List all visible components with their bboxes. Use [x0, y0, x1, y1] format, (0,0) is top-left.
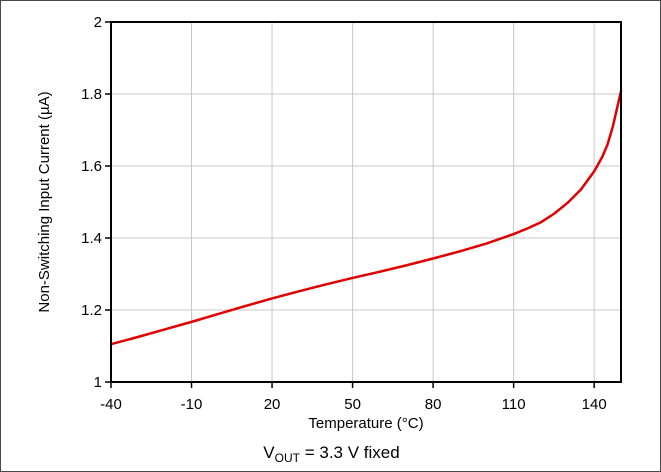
y-tick-label: 1.4 [81, 230, 102, 247]
grid [111, 22, 621, 382]
y-axis-title: Non-Switching Input Current (µA) [36, 91, 53, 312]
tick-labels: -40 -10 20 50 80 110 140 1 1.2 1.4 1.6 1.8 2 [81, 14, 607, 413]
x-axis-title: Temperature (°C) [308, 415, 423, 432]
series-line [109, 89, 623, 346]
y-tick-label: 1.8 [81, 86, 102, 103]
y-tick-label: 1.6 [81, 158, 102, 175]
caption-prefix: V [263, 443, 275, 462]
caption-suffix: = 3.3 V fixed [299, 443, 400, 462]
x-tick-label: 110 [502, 396, 526, 413]
x-tick-label: -10 [181, 396, 203, 413]
y-tick-label: 2 [94, 14, 102, 31]
series-layer [109, 89, 623, 346]
ticks [105, 21, 595, 388]
plot-area-border [110, 21, 622, 383]
x-tick-label: 80 [425, 396, 442, 413]
x-tick-label: 20 [264, 396, 281, 413]
y-tick-label: 1 [94, 374, 102, 391]
x-tick-label: 50 [344, 396, 361, 413]
y-tick-label: 1.2 [81, 302, 102, 319]
caption-subscript: OUT [274, 451, 300, 465]
chart-caption: VOUT = 3.3 V fixed [1, 443, 661, 465]
x-tick-label: 140 [582, 396, 607, 413]
x-tick-label: -40 [100, 396, 122, 413]
